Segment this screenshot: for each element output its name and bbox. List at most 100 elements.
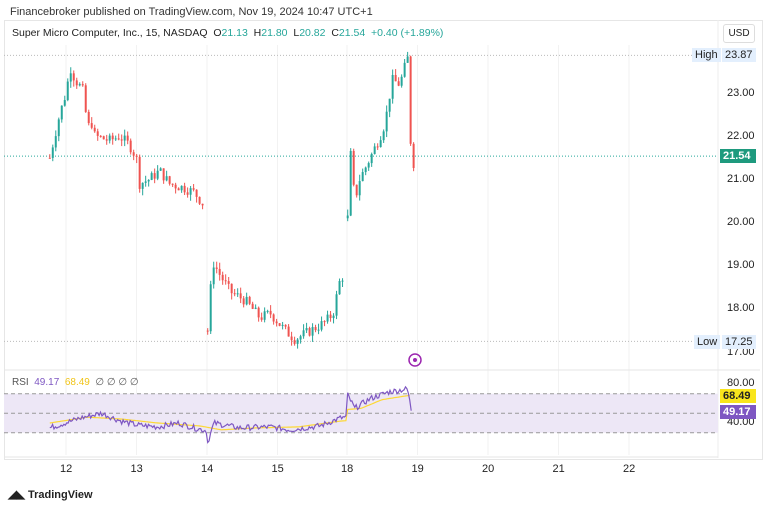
x-tick: 20 (482, 463, 495, 475)
candle-body (349, 150, 352, 216)
candle-body (382, 131, 385, 141)
candle-body (233, 293, 236, 295)
candle-body (397, 81, 400, 86)
candle-body (385, 111, 388, 132)
rsi-legend: RSI 49.17 68.49 ∅ ∅ ∅ ∅ (12, 377, 139, 388)
logo-text: TradingView (27, 489, 93, 501)
candle-body (373, 146, 376, 154)
add-marker-icon (408, 353, 422, 367)
high-label: H (253, 27, 262, 39)
candle-body (48, 157, 51, 159)
candle-body (329, 314, 332, 319)
low-value: 20.82 (299, 27, 326, 39)
candle-body (296, 339, 299, 344)
rsi-ma-tag: 68.49 (720, 389, 756, 403)
candle-body (159, 168, 162, 171)
candle-body (186, 192, 189, 195)
high-tag-label: High (692, 48, 721, 62)
candle-body (260, 317, 263, 320)
candle-body (320, 321, 323, 330)
chart-frame (4, 20, 763, 460)
candle-body (379, 140, 382, 147)
candle-body (129, 140, 132, 153)
candle-body (72, 73, 75, 81)
candle-body (156, 170, 159, 179)
last-price-tag: 21.54 (720, 149, 756, 163)
candle-body (332, 315, 335, 319)
candle-body (355, 184, 358, 196)
x-tick: 19 (411, 463, 424, 475)
candle-body (117, 138, 120, 140)
candle-body (290, 336, 293, 341)
currency-button[interactable]: USD (723, 24, 755, 43)
candle-body (51, 147, 54, 158)
candle-body (57, 119, 60, 137)
candle-body (239, 293, 242, 299)
low-tag-label: Low (694, 335, 721, 349)
price-tick: 22.00 (727, 130, 755, 142)
candle-body (367, 163, 370, 168)
candle-body (361, 172, 364, 182)
candle-body (221, 274, 224, 281)
x-tick: 12 (60, 463, 73, 475)
rsi-extra: ∅ (129, 377, 139, 388)
candle-body (281, 324, 284, 326)
x-tick: 14 (201, 463, 214, 475)
tradingview-logo: ◢◣ TradingView (8, 488, 93, 501)
candle-body (406, 56, 409, 63)
candle-body (412, 143, 415, 168)
candle-body (251, 303, 254, 309)
x-tick: 18 (341, 463, 354, 475)
symbol-name: Super Micro Computer, Inc., 15, NASDAQ (12, 27, 208, 39)
candle-body (352, 150, 355, 185)
candle-body (341, 280, 344, 282)
candle-body (168, 176, 171, 184)
candle-body (132, 152, 135, 156)
rsi-tag: 49.17 (720, 405, 756, 419)
rsi-line (49, 385, 412, 444)
candle-body (314, 327, 317, 331)
candle-body (54, 136, 57, 148)
candle-body (236, 293, 239, 295)
candle-body (111, 135, 114, 140)
price-tick: 20.00 (727, 216, 755, 228)
candle-body (388, 98, 391, 112)
candle-body (293, 340, 296, 344)
candle-body (165, 176, 168, 181)
open-label: O (213, 27, 222, 39)
candle-body (201, 203, 204, 206)
candle-body (141, 182, 144, 189)
candle-body (60, 105, 63, 120)
candle-body (338, 281, 341, 295)
candle-body (230, 283, 233, 294)
candle-body (183, 185, 186, 193)
candle-body (302, 330, 305, 337)
candle-body (144, 181, 147, 183)
candle-body (391, 74, 394, 99)
high-tag-value: 23.87 (722, 48, 756, 62)
rsi-extra: ∅ (106, 377, 116, 388)
candle-body (269, 310, 272, 315)
candle-body (376, 146, 379, 148)
candle-body (215, 267, 218, 269)
symbol-legend: Super Micro Computer, Inc., 15, NASDAQ O… (12, 27, 443, 39)
candle-body (227, 281, 230, 284)
price-tick: 19.00 (727, 259, 755, 271)
x-tick: 13 (130, 463, 143, 475)
add-marker-dot (413, 358, 417, 362)
price-tick: 17.00 (727, 346, 755, 358)
price-tick: 21.00 (727, 173, 755, 185)
candle-body (284, 324, 287, 327)
candle-body (114, 138, 117, 140)
candle-body (305, 328, 308, 331)
close-value: 21.54 (338, 27, 366, 39)
candle-body (394, 74, 397, 82)
candle-body (257, 307, 260, 318)
candle-body (138, 156, 141, 189)
candle-body (99, 135, 102, 137)
candle-body (87, 111, 90, 124)
candle-body (126, 135, 129, 141)
candle-body (90, 123, 93, 128)
